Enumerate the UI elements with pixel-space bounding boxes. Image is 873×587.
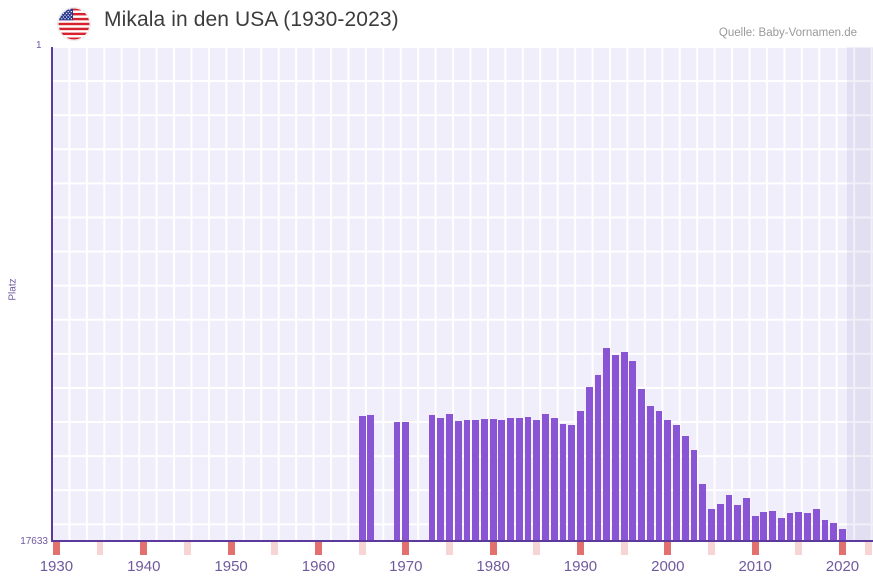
x-axis-tick xyxy=(795,542,803,555)
x-axis-tick xyxy=(865,542,873,555)
x-axis-tick xyxy=(271,542,279,555)
bar[interactable] xyxy=(559,423,567,541)
x-axis-tick xyxy=(489,542,497,555)
y-axis-title: Platz xyxy=(7,278,19,301)
bar[interactable] xyxy=(507,418,514,541)
x-axis-tick xyxy=(533,542,541,555)
bar[interactable] xyxy=(655,411,663,541)
bar[interactable] xyxy=(603,347,611,541)
bar[interactable] xyxy=(542,414,549,541)
bar[interactable] xyxy=(690,450,698,541)
x-axis-tick xyxy=(402,542,410,555)
bar[interactable] xyxy=(804,513,811,541)
x-axis-tick xyxy=(358,542,366,555)
x-axis-tick xyxy=(53,542,60,555)
x-axis-tick xyxy=(839,542,846,555)
bar[interactable] xyxy=(463,420,471,541)
bar[interactable] xyxy=(629,360,637,541)
bar[interactable] xyxy=(646,405,654,541)
bar[interactable] xyxy=(393,422,401,541)
bar[interactable] xyxy=(489,419,497,541)
bar[interactable] xyxy=(446,414,453,541)
bar[interactable] xyxy=(498,419,506,541)
bar[interactable] xyxy=(777,517,785,541)
bar[interactable] xyxy=(620,352,628,541)
x-axis-tick xyxy=(664,542,672,555)
bar[interactable] xyxy=(480,419,488,541)
x-axis-tick xyxy=(708,542,715,555)
x-axis-tick-label: 1950 xyxy=(214,558,248,575)
bar[interactable] xyxy=(786,513,794,541)
x-axis-tick xyxy=(227,542,235,555)
bar[interactable] xyxy=(515,417,523,541)
bar[interactable] xyxy=(594,374,602,541)
x-axis-tick xyxy=(96,542,104,555)
x-axis-tick-label: 2010 xyxy=(738,558,772,575)
x-axis-tick xyxy=(315,542,322,555)
bar[interactable] xyxy=(437,418,445,541)
x-axis-tick-label: 1980 xyxy=(476,558,510,575)
x-axis-tick-label: 2020 xyxy=(825,558,860,575)
source-attribution: Quelle: Baby-Vornamen.de xyxy=(718,27,857,39)
bar[interactable] xyxy=(428,415,436,541)
bar[interactable] xyxy=(760,512,768,541)
y-axis-top-label: 1 xyxy=(36,40,42,51)
bar[interactable] xyxy=(734,505,742,541)
bar[interactable] xyxy=(367,415,375,541)
y-axis-line xyxy=(51,47,53,542)
x-axis-tick xyxy=(446,542,453,555)
bar[interactable] xyxy=(524,417,532,541)
x-axis-ticks xyxy=(52,542,873,556)
bar[interactable] xyxy=(611,355,619,541)
bar[interactable] xyxy=(812,509,820,541)
bar[interactable] xyxy=(673,425,680,541)
x-axis-tick-label: 1990 xyxy=(563,558,598,575)
x-axis-tick xyxy=(577,542,584,555)
x-axis-tick-label: 1930 xyxy=(39,558,74,575)
x-axis-tick xyxy=(184,542,191,555)
bar[interactable] xyxy=(585,386,593,541)
bar[interactable] xyxy=(725,495,733,541)
y-axis-bottom-label: 17633 xyxy=(20,536,48,547)
bar[interactable] xyxy=(830,523,838,541)
x-axis-tick-label: 2000 xyxy=(651,558,685,575)
bar[interactable] xyxy=(577,411,584,541)
bar[interactable] xyxy=(533,420,541,541)
chart-plot-area xyxy=(52,47,873,541)
x-axis-tick xyxy=(620,542,628,555)
x-axis-line xyxy=(51,540,873,542)
bar[interactable] xyxy=(795,512,803,541)
bar[interactable] xyxy=(769,510,777,541)
bar[interactable] xyxy=(751,516,759,541)
x-axis-tick-label: 1960 xyxy=(301,558,336,575)
bar[interactable] xyxy=(716,503,724,541)
bar[interactable] xyxy=(742,498,750,541)
bar[interactable] xyxy=(454,421,462,541)
bar[interactable] xyxy=(821,520,829,541)
bar[interactable] xyxy=(358,416,366,541)
bar[interactable] xyxy=(568,425,576,541)
chart-header: Mikala in den USA (1930-2023) Quelle: Ba… xyxy=(0,0,873,46)
bar[interactable] xyxy=(699,484,707,541)
bar[interactable] xyxy=(402,422,410,541)
recent-years-shaded-region xyxy=(846,47,873,541)
bar[interactable] xyxy=(550,417,558,541)
x-axis-tick xyxy=(751,542,759,555)
chart-gridlines xyxy=(52,47,873,541)
bar-series-layer xyxy=(52,47,873,541)
bar[interactable] xyxy=(681,436,689,541)
bar[interactable] xyxy=(664,419,672,541)
us-flag-icon xyxy=(58,8,90,40)
bar[interactable] xyxy=(472,419,480,541)
x-axis-labels: 1930 1940 1950 1960 1970 1980 1990 2000 2010 2020 xyxy=(0,558,873,586)
bar[interactable] xyxy=(638,388,645,541)
x-axis-tick xyxy=(140,542,148,555)
x-axis-tick-label: 1970 xyxy=(389,558,423,575)
bar[interactable] xyxy=(708,509,715,541)
bar[interactable] xyxy=(839,528,846,541)
page-title: Mikala in den USA (1930-2023) xyxy=(104,8,399,31)
x-axis-tick-label: 1940 xyxy=(127,558,161,575)
